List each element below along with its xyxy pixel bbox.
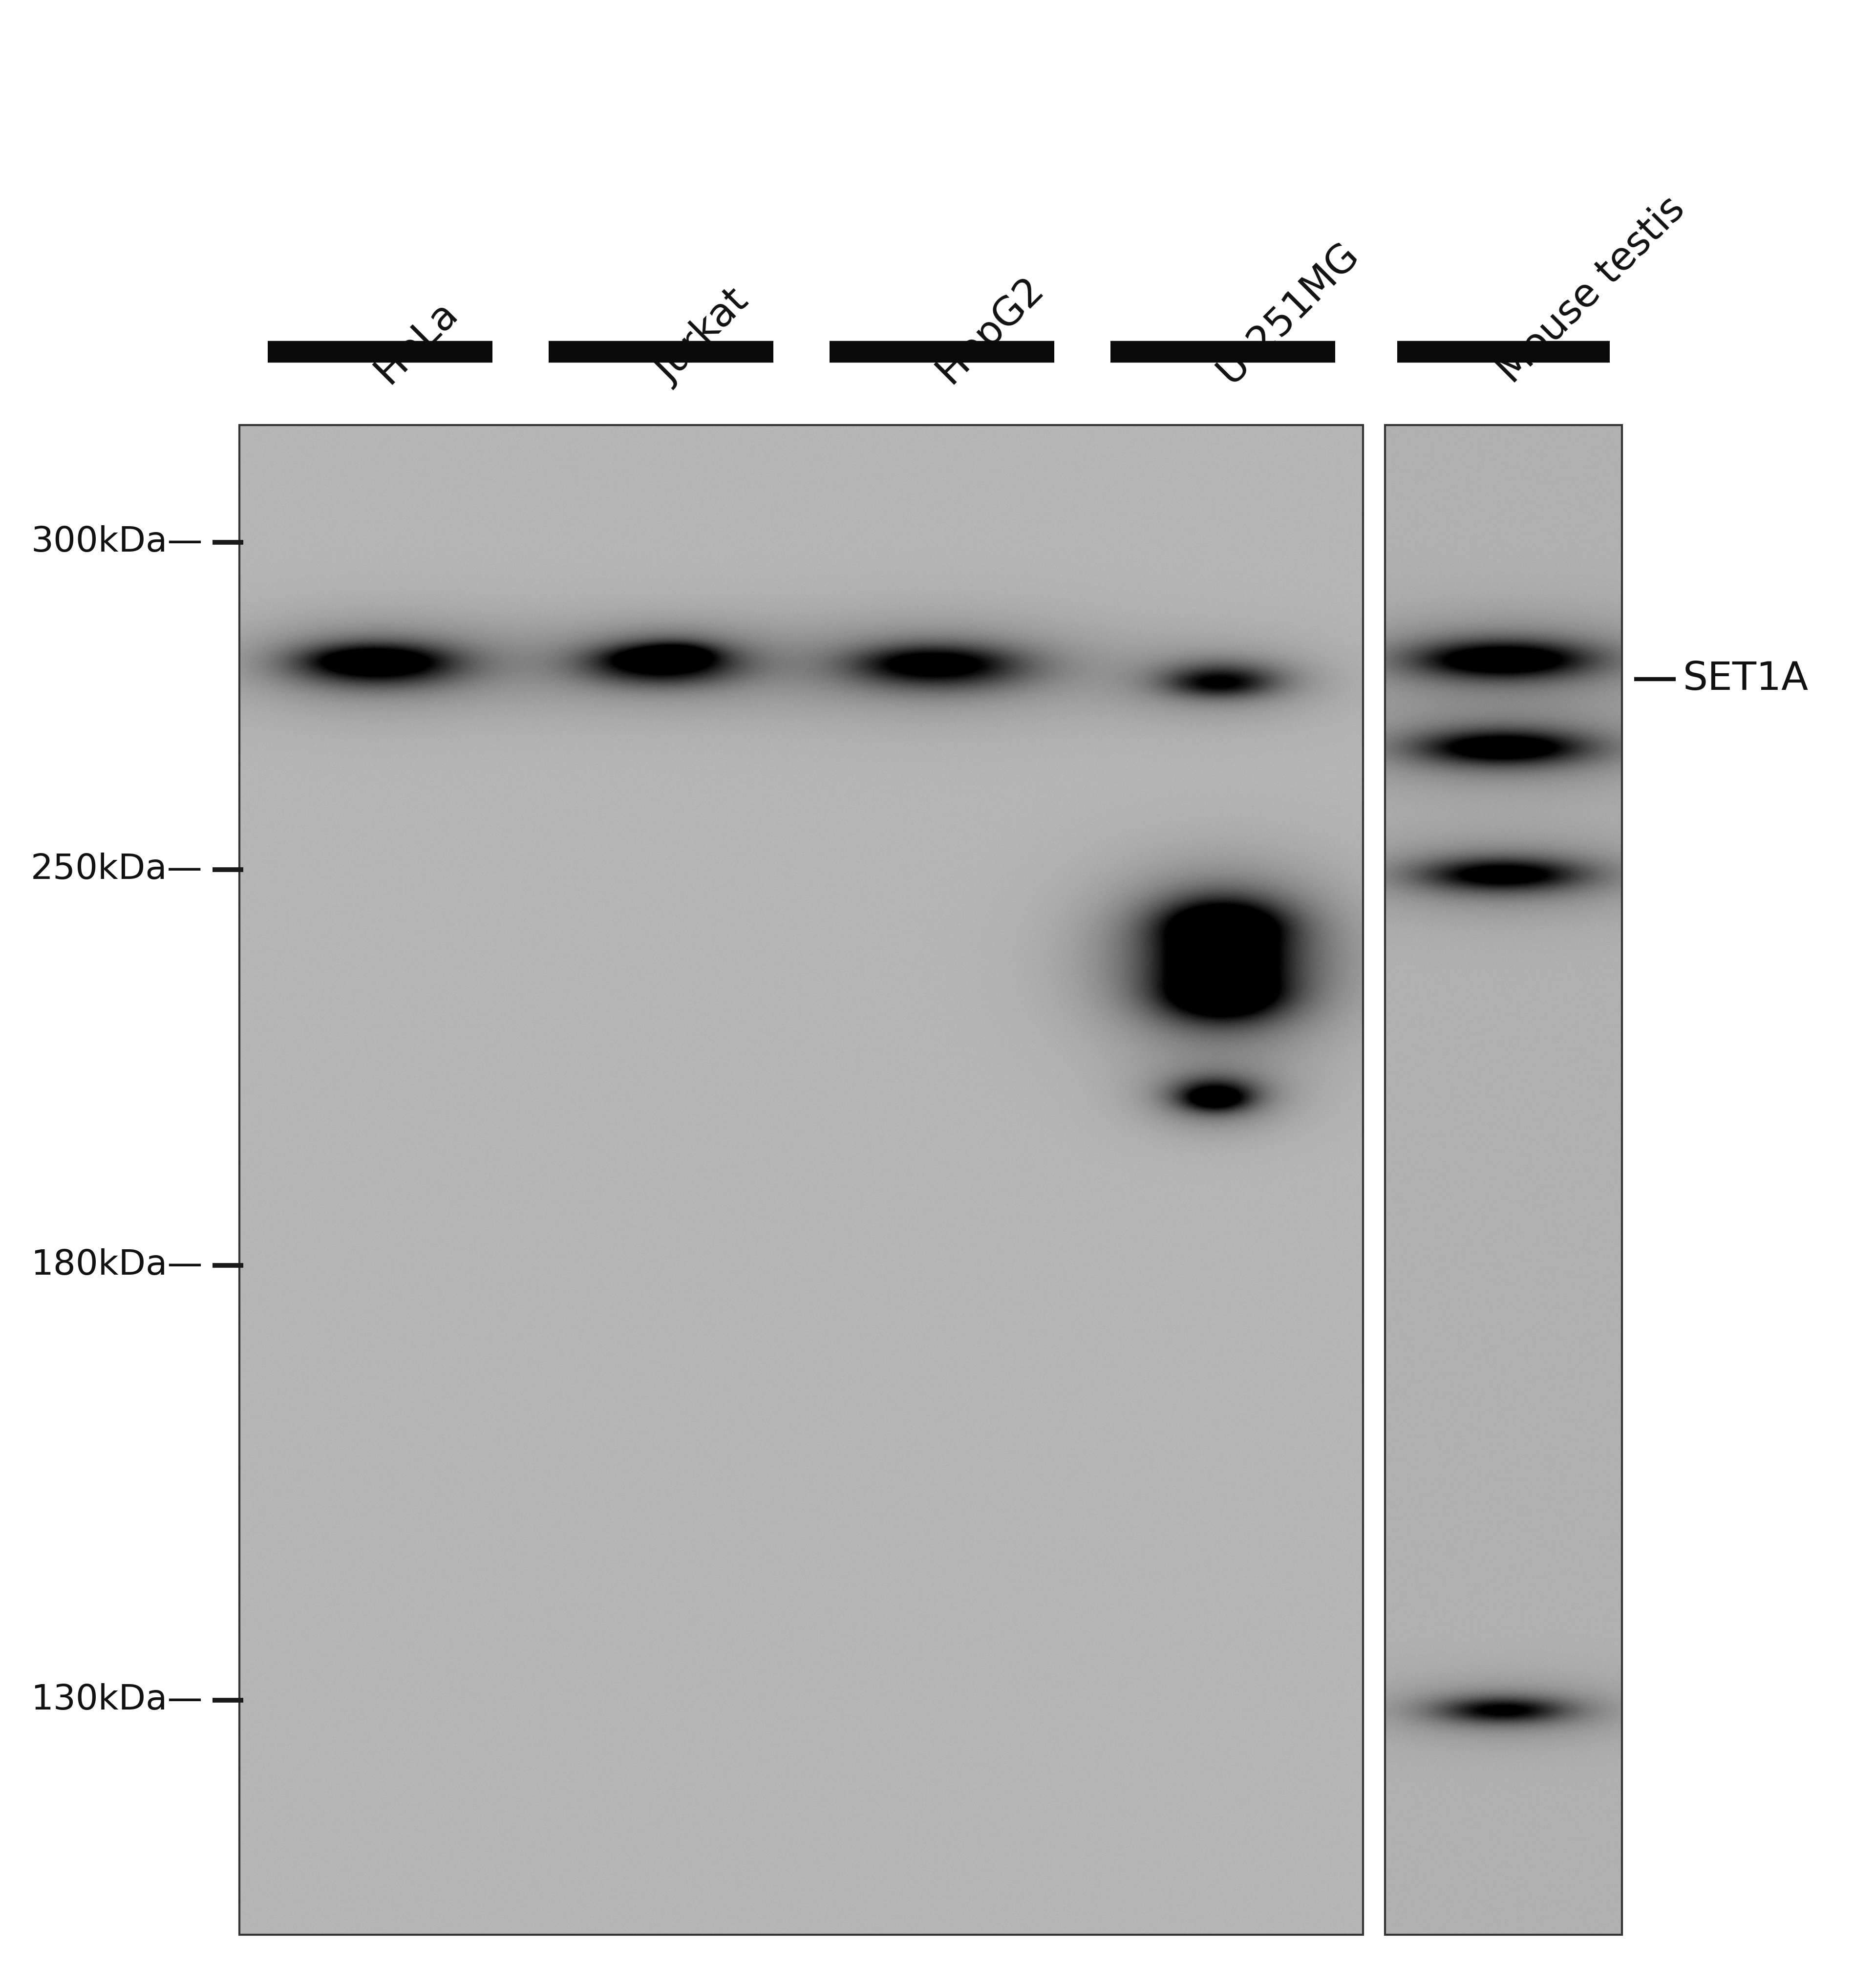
Text: U-251MG: U-251MG: [1210, 236, 1366, 391]
Text: Mouse testis: Mouse testis: [1491, 189, 1692, 391]
Text: Jurkat: Jurkat: [649, 283, 756, 391]
Text: SET1A: SET1A: [1683, 661, 1808, 698]
Bar: [1384, 425, 1623, 1935]
Text: 250kDa—: 250kDa—: [30, 853, 203, 887]
Text: HepG2: HepG2: [929, 269, 1051, 391]
Text: 300kDa—: 300kDa—: [32, 525, 203, 558]
Bar: [240, 425, 1364, 1935]
Text: 180kDa—: 180kDa—: [32, 1248, 203, 1282]
Text: 130kDa—: 130kDa—: [32, 1683, 203, 1716]
Text: HeLa: HeLa: [368, 293, 465, 391]
